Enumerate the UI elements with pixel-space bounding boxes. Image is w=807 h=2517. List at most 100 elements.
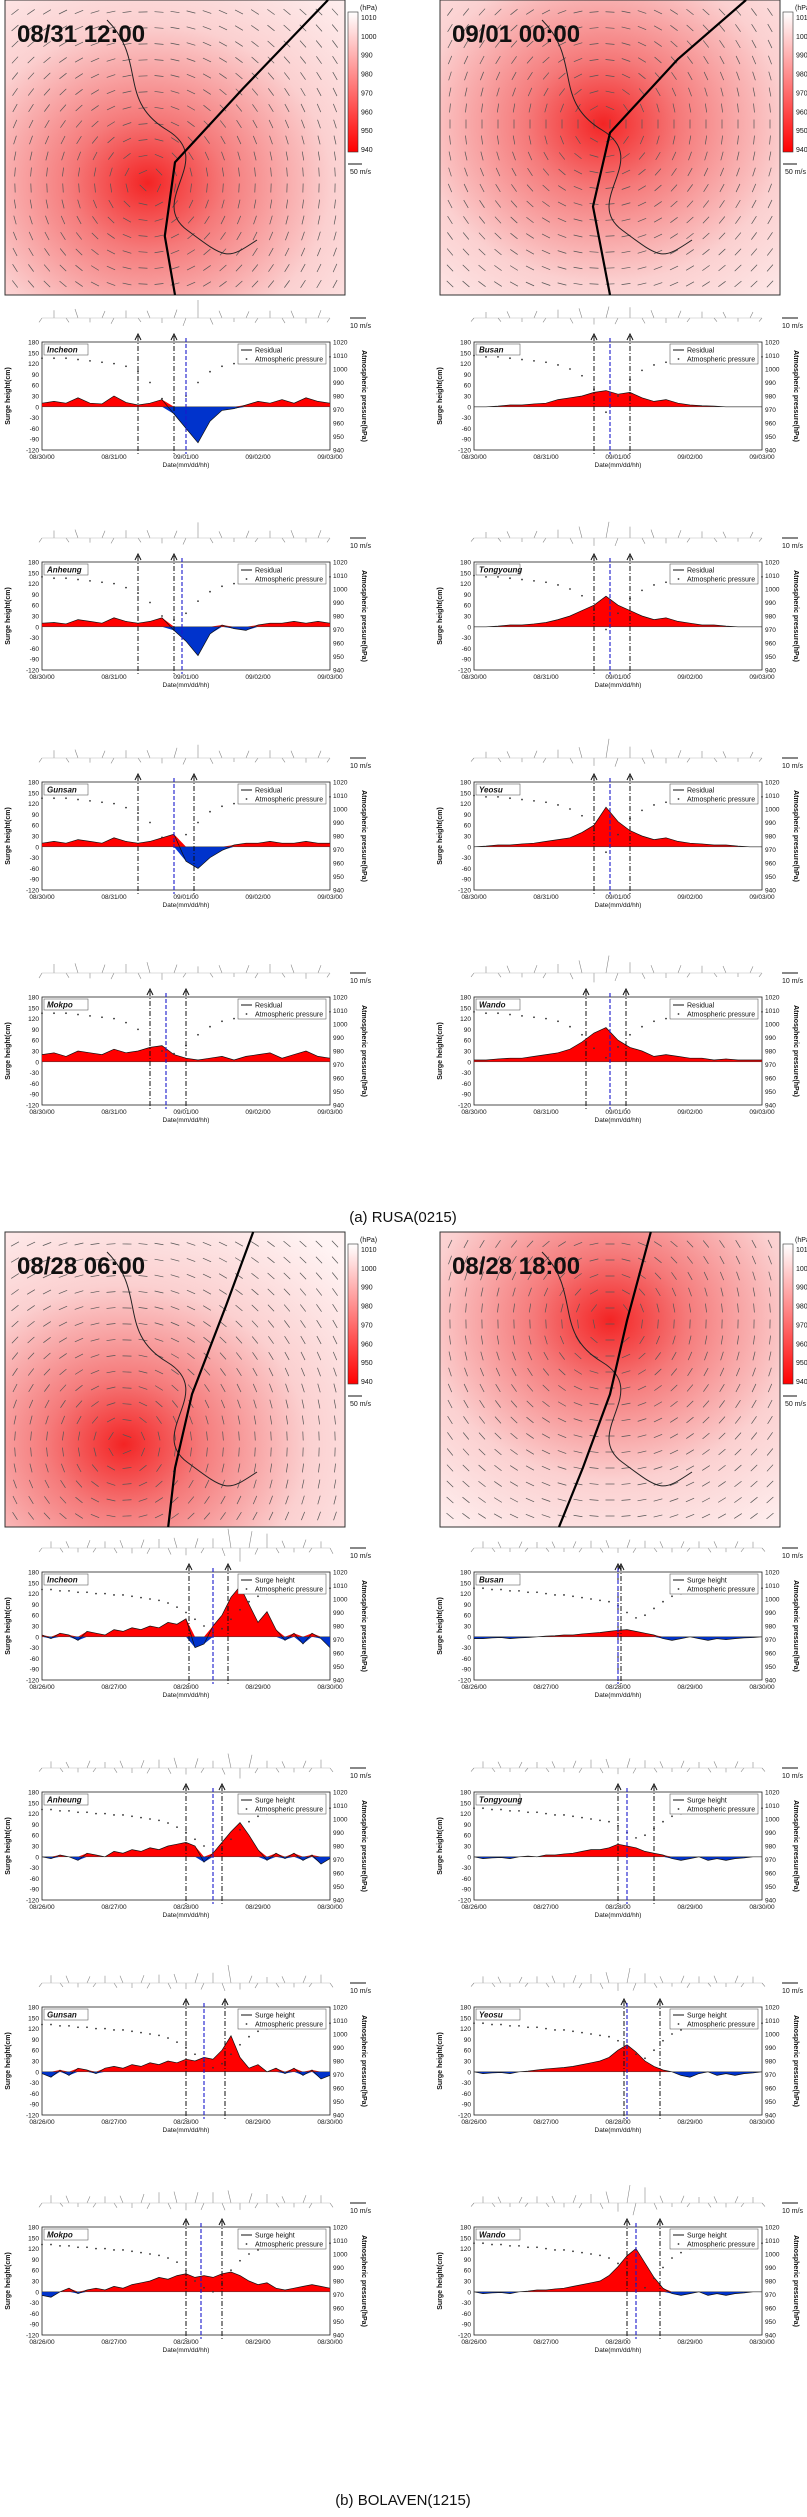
wind-scale-label: 10 m/s xyxy=(782,1553,804,1560)
y2-tick-label: 1000 xyxy=(333,2252,348,2259)
y-tick-label: 0 xyxy=(467,1634,471,1641)
x-tick-label: 08/31/00 xyxy=(533,674,559,681)
wind-stick xyxy=(255,1983,258,1988)
y2-tick-label: 1020 xyxy=(765,2005,780,2012)
pressure-point xyxy=(545,801,547,803)
map-panel: 08/28 18:00(hPa)101010009909809709609509… xyxy=(440,1232,807,1527)
y2-tick-label: 990 xyxy=(333,1035,344,1042)
pressure-point xyxy=(167,2257,169,2259)
y-axis-label: Surge height(cm) xyxy=(5,2032,12,2090)
y-tick-label: 30 xyxy=(32,394,40,401)
colorbar-tick: 1000 xyxy=(796,34,807,41)
y-axis-label: Surge height(cm) xyxy=(5,1597,12,1655)
y2-tick-label: 950 xyxy=(765,2099,776,2106)
colorbar-tick: 950 xyxy=(361,1360,373,1367)
pressure-point xyxy=(194,1838,196,1840)
x-axis-label: Date(mm/dd/hh) xyxy=(163,2347,210,2354)
pressure-point xyxy=(509,577,511,579)
legend-label: Residual xyxy=(255,568,283,575)
pressure-point xyxy=(212,1852,214,1854)
colorbar xyxy=(783,12,793,152)
y-tick-label: 90 xyxy=(464,592,472,599)
pressure-point xyxy=(101,801,103,803)
surge-panel: 10 m/s-120-90-60-30030609012015018094095… xyxy=(437,2185,804,2354)
pressure-point xyxy=(593,1047,595,1049)
pressure-point xyxy=(239,2260,241,2262)
y-tick-label: -60 xyxy=(30,2091,40,2098)
y-tick-label: 180 xyxy=(460,560,471,567)
wind-stick xyxy=(249,1755,252,1768)
y-tick-label: 90 xyxy=(464,1822,472,1829)
colorbar-tick: 980 xyxy=(361,1304,373,1311)
wind-stick xyxy=(228,1529,231,1548)
wind-stick xyxy=(471,758,474,762)
pressure-point xyxy=(209,371,211,373)
y-tick-label: 60 xyxy=(32,2048,40,2055)
colorbar-tick: 1010 xyxy=(361,15,377,22)
wind-stick xyxy=(318,751,321,758)
pressure-point xyxy=(248,1821,250,1823)
wind-stick xyxy=(579,1983,582,1988)
pressure-point xyxy=(581,1597,583,1599)
y-tick-label: 30 xyxy=(464,834,472,841)
wind-stick xyxy=(219,965,222,973)
wind-stick xyxy=(138,318,141,322)
pressure-point xyxy=(194,2053,196,2055)
legend-label: Atmospheric pressure xyxy=(687,1012,755,1019)
pressure-point xyxy=(473,355,475,357)
x-tick-label: 09/02/00 xyxy=(677,674,703,681)
wind-stick xyxy=(255,1548,258,1554)
wind-stick xyxy=(606,1540,609,1548)
wind-stick xyxy=(327,318,330,322)
pressure-point xyxy=(185,612,187,614)
station-label: Wando xyxy=(479,1001,506,1010)
pressure-point xyxy=(662,2040,664,2042)
wind-stick xyxy=(66,2196,69,2203)
wind-stick xyxy=(471,538,474,542)
wind-stick xyxy=(651,310,654,318)
wind-stick xyxy=(195,1758,198,1768)
x-tick-label: 08/29/00 xyxy=(245,1684,271,1691)
wind-scale-label: 10 m/s xyxy=(350,1988,372,1995)
y2-tick-label: 970 xyxy=(765,407,776,414)
wind-scale-label: 10 m/s xyxy=(350,2208,372,2215)
y-tick-label: 60 xyxy=(464,823,472,830)
x-tick-label: 08/31/00 xyxy=(101,894,127,901)
pressure-point xyxy=(653,2277,655,2279)
wind-stick xyxy=(66,973,69,978)
wind-stick xyxy=(111,758,114,763)
pressure-point xyxy=(590,1598,592,1600)
x-tick-label: 08/30/00 xyxy=(317,2339,343,2346)
pressure-point xyxy=(665,801,667,803)
y2-tick-label: 990 xyxy=(333,380,344,387)
pressure-point xyxy=(104,2028,106,2030)
y2-tick-label: 1010 xyxy=(333,573,348,580)
wind-stick xyxy=(714,973,717,977)
wind-stick xyxy=(741,1768,744,1772)
y2-axis-label: Atmospheric pressure(hPa) xyxy=(792,790,799,882)
y-tick-label: -90 xyxy=(462,2322,472,2329)
pressure-point xyxy=(185,2269,187,2271)
wind-stick xyxy=(87,2196,90,2203)
y-tick-label: 180 xyxy=(28,2005,39,2012)
station-label: Incheon xyxy=(47,346,78,355)
pressure-point xyxy=(161,398,163,400)
y2-tick-label: 980 xyxy=(765,1844,776,1851)
pressure-point xyxy=(233,363,235,365)
y2-tick-label: 950 xyxy=(333,654,344,661)
colorbar-tick: 990 xyxy=(361,1285,373,1292)
pressure-point xyxy=(680,2252,682,2254)
wind-stick xyxy=(660,2196,663,2203)
surge-negative-area xyxy=(42,847,330,869)
wind-stick xyxy=(60,1768,63,1772)
surge-positive-area xyxy=(474,2249,762,2292)
pressure-point xyxy=(617,395,619,397)
pressure-point xyxy=(89,580,91,582)
y-tick-label: 0 xyxy=(467,1854,471,1861)
surge-panel: 10 m/s-120-90-60-30030609012015018094095… xyxy=(437,956,804,1124)
pressure-point xyxy=(635,1837,637,1839)
wind-stick xyxy=(687,973,690,977)
wind-stick xyxy=(174,748,177,758)
pressure-point xyxy=(629,1034,631,1036)
